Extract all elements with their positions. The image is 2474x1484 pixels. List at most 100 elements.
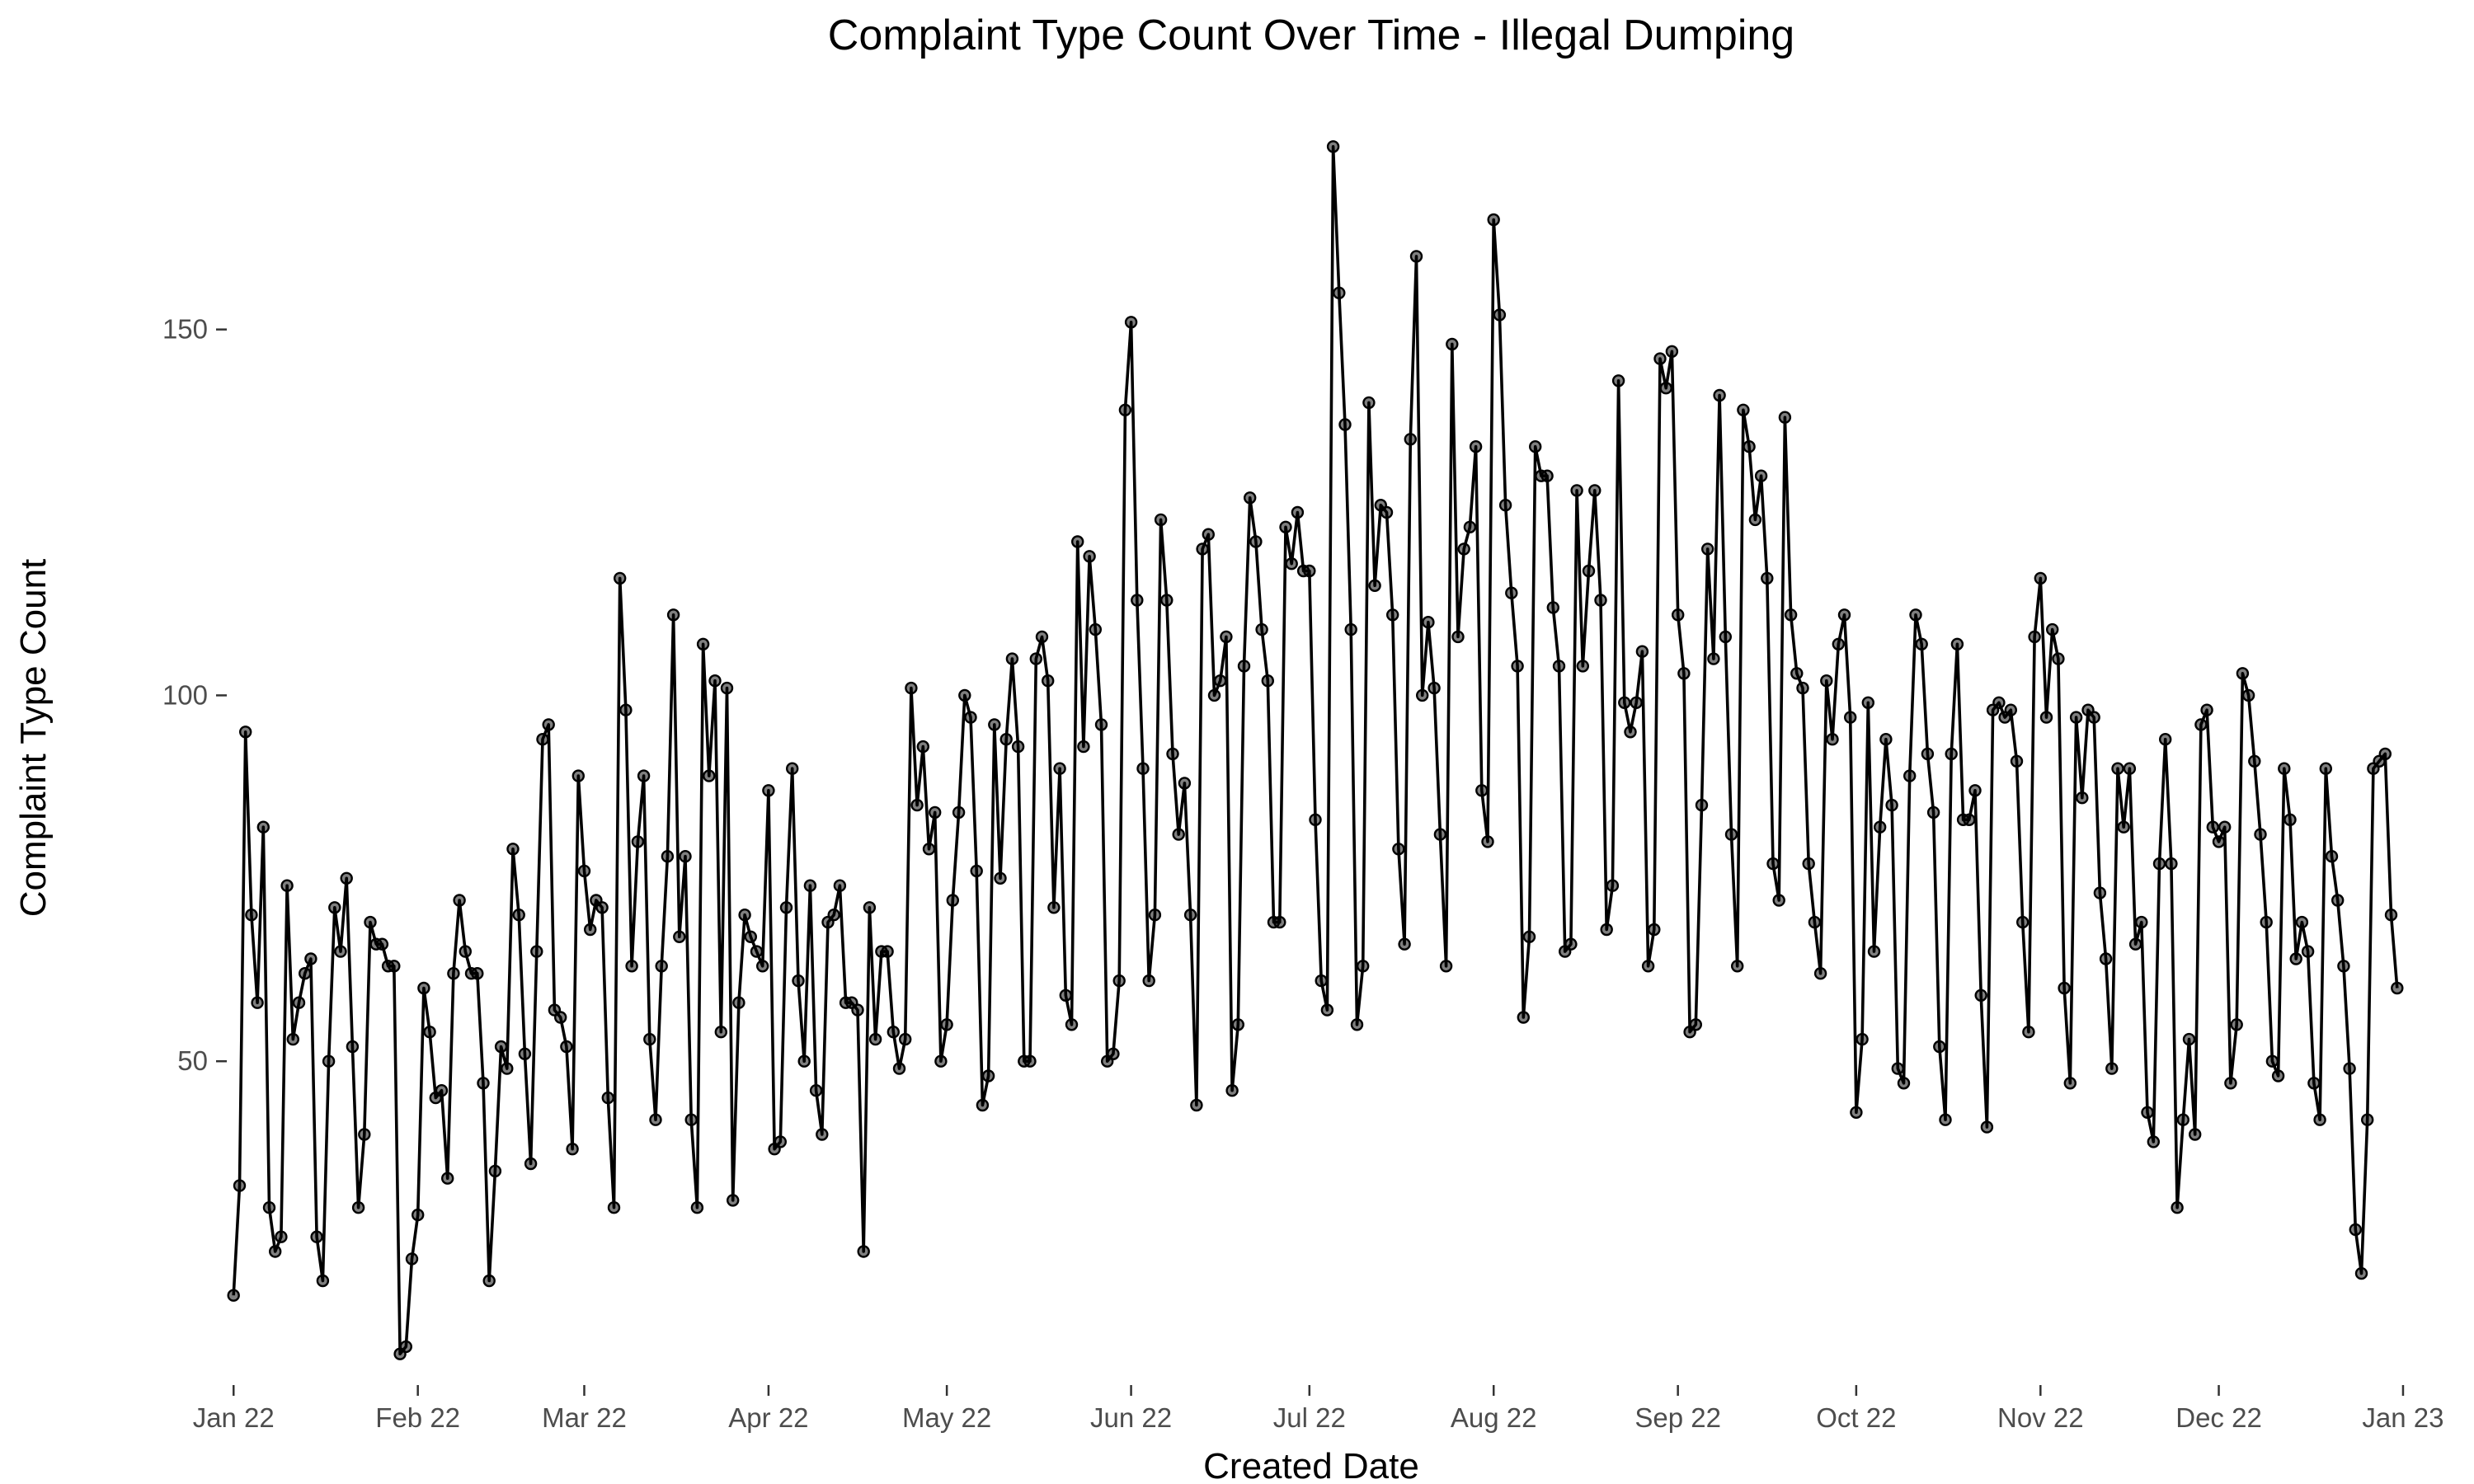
data-point xyxy=(358,1128,371,1141)
data-point xyxy=(1154,513,1168,527)
data-point xyxy=(245,908,258,922)
data-point xyxy=(310,1230,323,1243)
data-point xyxy=(1231,1018,1245,1031)
data-point xyxy=(299,966,312,980)
data-point xyxy=(774,1135,787,1148)
data-point xyxy=(964,711,977,724)
data-point xyxy=(1897,1077,1911,1090)
data-point xyxy=(1879,733,1893,746)
data-point xyxy=(2343,1062,2356,1075)
data-point xyxy=(1148,908,1162,922)
data-point xyxy=(1963,813,1976,826)
data-point xyxy=(1564,937,1578,951)
data-point xyxy=(304,952,317,965)
data-point xyxy=(2099,952,2113,965)
data-point xyxy=(2230,1018,2243,1031)
data-point xyxy=(2289,952,2302,965)
data-point xyxy=(482,1274,496,1288)
data-point xyxy=(2076,791,2089,805)
data-point xyxy=(1094,718,1108,731)
data-point xyxy=(2354,1266,2368,1280)
data-point xyxy=(1392,843,1405,856)
data-point xyxy=(2260,915,2273,929)
data-point xyxy=(637,769,651,782)
data-point xyxy=(1624,726,1637,739)
data-point xyxy=(732,996,745,1009)
data-point xyxy=(1546,601,1560,614)
data-point xyxy=(375,937,389,951)
data-point xyxy=(2188,1128,2202,1141)
data-point xyxy=(2034,571,2048,585)
data-point xyxy=(227,1289,240,1302)
data-point xyxy=(2069,711,2083,724)
data-point xyxy=(1172,828,1185,841)
data-point xyxy=(1166,747,1179,761)
data-point xyxy=(2384,908,2398,922)
data-point xyxy=(940,1018,953,1031)
data-point xyxy=(1974,989,1987,1003)
data-point xyxy=(1493,308,1507,322)
data-point xyxy=(1784,608,1798,622)
data-point xyxy=(488,1164,502,1178)
data-point xyxy=(619,703,633,716)
data-point xyxy=(1730,960,1744,973)
data-point xyxy=(643,1032,656,1046)
data-point xyxy=(934,1054,948,1068)
data-point xyxy=(2004,703,2018,716)
data-point xyxy=(412,1208,425,1222)
data-point xyxy=(1344,622,1357,636)
data-point xyxy=(2052,652,2065,665)
data-point xyxy=(1356,960,1370,973)
data-point xyxy=(1570,484,1583,497)
data-point xyxy=(2117,820,2130,834)
data-point xyxy=(2111,762,2124,775)
data-point xyxy=(851,1003,864,1017)
data-point xyxy=(577,864,591,878)
data-point xyxy=(1225,1083,1239,1097)
data-point xyxy=(1083,550,1096,563)
data-point xyxy=(1719,630,1733,644)
data-point xyxy=(910,798,924,812)
x-axis-label: Created Date xyxy=(1203,1446,1419,1484)
data-point xyxy=(1279,520,1292,533)
data-point xyxy=(2087,711,2100,724)
data-point xyxy=(1594,594,1607,607)
data-point xyxy=(560,1040,573,1054)
data-point xyxy=(1035,630,1049,644)
data-point xyxy=(405,1252,419,1266)
data-point xyxy=(2039,711,2053,724)
data-point xyxy=(1065,1018,1079,1031)
data-point xyxy=(1522,930,1536,944)
data-point xyxy=(1309,813,1322,826)
data-point xyxy=(423,1025,436,1039)
data-point xyxy=(1498,499,1512,512)
data-point xyxy=(506,843,520,856)
data-point xyxy=(1249,535,1263,548)
data-point xyxy=(786,762,799,775)
data-point xyxy=(1778,411,1792,424)
data-point xyxy=(1415,688,1429,702)
data-point xyxy=(2015,915,2030,929)
data-point xyxy=(1505,586,1518,599)
data-point xyxy=(2307,1077,2321,1090)
data-point xyxy=(1921,747,1935,761)
data-point xyxy=(1517,1011,1531,1024)
x-tick-label: Dec 22 xyxy=(2175,1402,2262,1433)
x-tick-label: Jan 23 xyxy=(2362,1402,2443,1433)
data-point xyxy=(2301,945,2315,958)
data-point xyxy=(2278,762,2291,775)
data-point xyxy=(756,960,769,973)
data-point xyxy=(684,1113,698,1126)
data-point xyxy=(2141,1106,2154,1120)
data-point xyxy=(952,805,966,819)
data-point xyxy=(988,718,1001,731)
data-point xyxy=(1653,352,1667,365)
data-point xyxy=(501,1062,514,1075)
data-point xyxy=(827,908,840,922)
data-point xyxy=(2224,1077,2237,1090)
data-point xyxy=(857,1245,870,1258)
data-point xyxy=(1338,418,1352,431)
data-point xyxy=(1648,923,1661,937)
data-point xyxy=(2158,733,2172,746)
data-point xyxy=(1713,388,1726,402)
